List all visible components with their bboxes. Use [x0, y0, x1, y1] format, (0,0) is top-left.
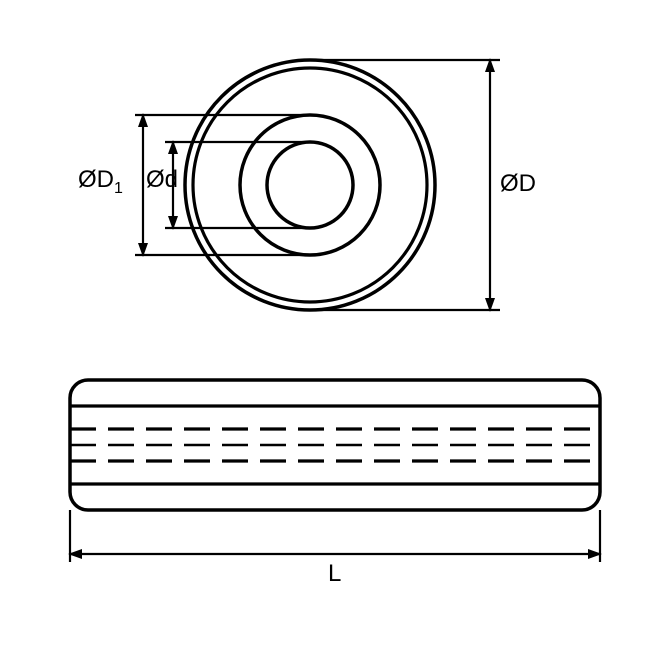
label-D1-main: ØD — [78, 166, 114, 193]
front-view — [185, 60, 435, 310]
label-D1-sub: 1 — [114, 180, 123, 197]
side-view-dimensions — [70, 510, 600, 562]
front-view-dimensions — [135, 60, 500, 310]
label-D: ØD — [500, 170, 536, 198]
diagram-container: ØD ØD1 Ød L — [0, 0, 670, 670]
label-d: Ød — [146, 166, 178, 194]
side-view — [70, 380, 600, 510]
label-L: L — [328, 560, 341, 588]
label-D1: ØD1 — [78, 166, 123, 198]
